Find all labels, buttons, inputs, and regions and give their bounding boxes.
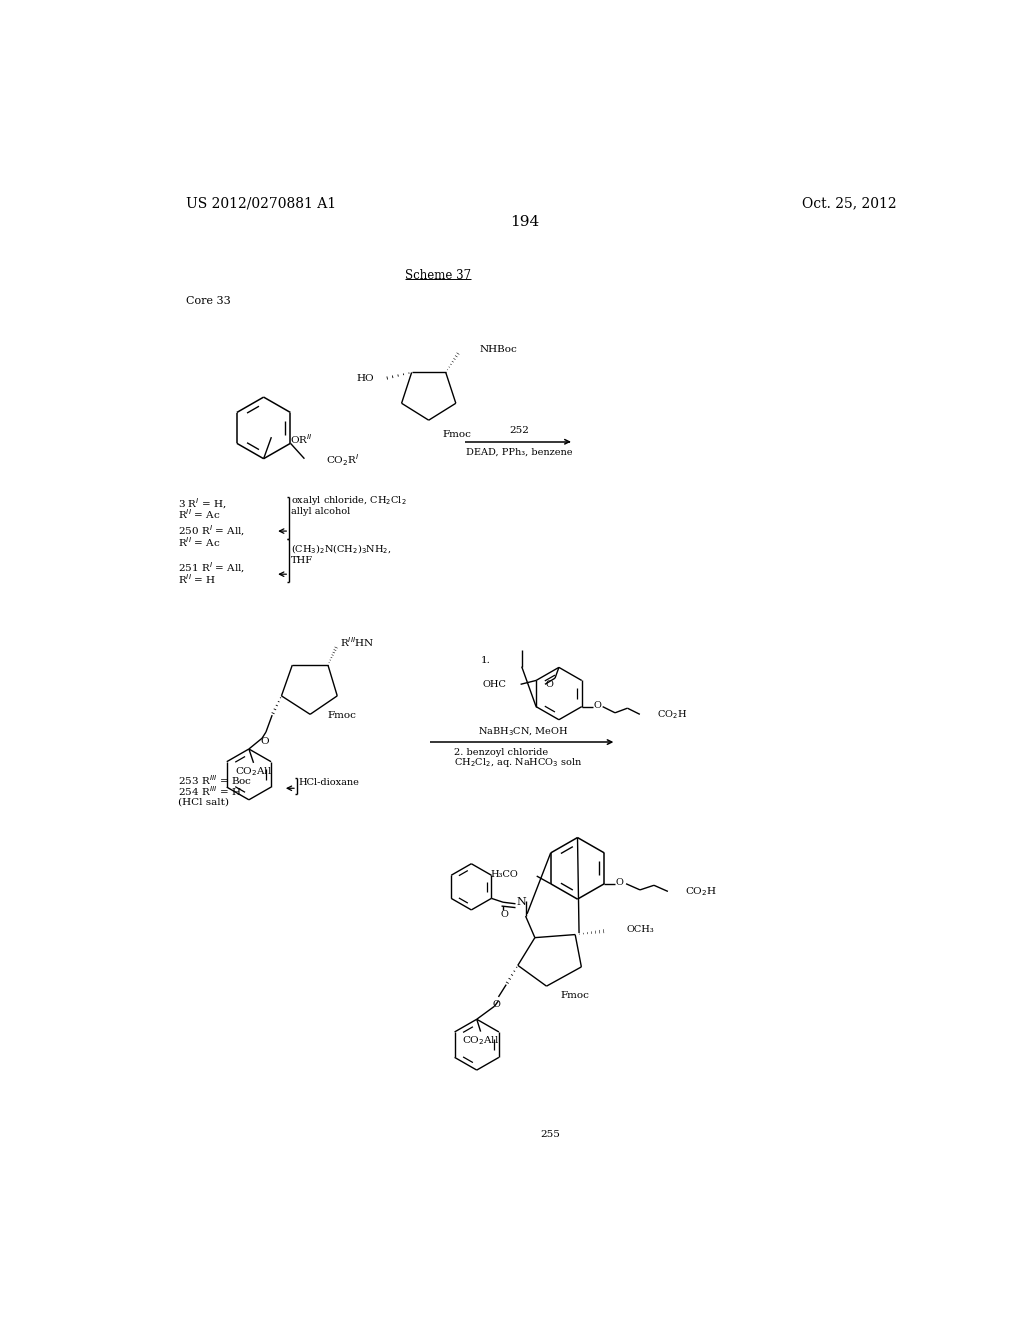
Text: 253 R$^{III}$ = Boc: 253 R$^{III}$ = Boc: [178, 774, 253, 788]
Text: THF: THF: [291, 556, 313, 565]
Text: R$^{II}$ = H: R$^{II}$ = H: [178, 572, 217, 586]
Text: allyl alcohol: allyl alcohol: [291, 507, 350, 516]
Text: US 2012/0270881 A1: US 2012/0270881 A1: [186, 197, 336, 210]
Text: 3 R$^I$ = H,: 3 R$^I$ = H,: [178, 496, 227, 511]
Text: oxalyl chloride, CH$_2$Cl$_2$: oxalyl chloride, CH$_2$Cl$_2$: [291, 494, 407, 507]
Text: HCl-dioxane: HCl-dioxane: [299, 777, 359, 787]
Text: OCH₃: OCH₃: [627, 925, 654, 933]
Text: 254 R$^{III}$ = H: 254 R$^{III}$ = H: [178, 784, 242, 799]
Text: NaBH$_3$CN, MeOH: NaBH$_3$CN, MeOH: [478, 725, 568, 738]
Text: CH$_2$Cl$_2$, aq. NaHCO$_3$ soln: CH$_2$Cl$_2$, aq. NaHCO$_3$ soln: [454, 755, 583, 768]
Text: H₃CO: H₃CO: [490, 870, 518, 879]
Text: CO$_2$H: CO$_2$H: [685, 884, 717, 898]
Text: Core 33: Core 33: [186, 296, 230, 306]
Text: R$^{III}$HN: R$^{III}$HN: [340, 635, 375, 649]
Text: 1.: 1.: [480, 656, 490, 665]
Text: 250 R$^I$ = All,: 250 R$^I$ = All,: [178, 524, 246, 539]
Text: O: O: [260, 737, 268, 746]
Text: CO$_2$H: CO$_2$H: [656, 708, 687, 721]
Text: 251 R$^I$ = All,: 251 R$^I$ = All,: [178, 561, 246, 576]
Text: R$^{II}$ = Ac: R$^{II}$ = Ac: [178, 535, 221, 549]
Text: 194: 194: [510, 215, 540, 228]
Text: OHC: OHC: [482, 680, 507, 689]
Text: O: O: [493, 1001, 500, 1008]
Text: (CH$_3$)$_2$N(CH$_2$)$_3$NH$_2$,: (CH$_3$)$_2$N(CH$_2$)$_3$NH$_2$,: [291, 543, 391, 556]
Text: O: O: [615, 879, 624, 887]
Text: CO$_2$R$^I$: CO$_2$R$^I$: [326, 453, 359, 469]
Text: NHBoc: NHBoc: [480, 345, 517, 354]
Text: O: O: [593, 701, 601, 710]
Text: O: O: [546, 680, 554, 689]
Text: O: O: [501, 909, 509, 919]
Text: Fmoc: Fmoc: [328, 711, 356, 721]
Text: 255: 255: [541, 1130, 560, 1139]
Text: OR$^{II}$: OR$^{II}$: [290, 432, 312, 446]
Text: CO$_2$All: CO$_2$All: [234, 766, 272, 779]
Text: R$^{II}$ = Ac: R$^{II}$ = Ac: [178, 507, 221, 521]
Text: Fmoc: Fmoc: [442, 429, 471, 438]
Text: Scheme 37: Scheme 37: [404, 269, 471, 282]
Text: DEAD, PPh₃, benzene: DEAD, PPh₃, benzene: [466, 447, 572, 457]
Text: CO$_2$All: CO$_2$All: [462, 1035, 500, 1047]
Text: N: N: [517, 898, 526, 907]
Text: Fmoc: Fmoc: [560, 991, 590, 999]
Text: Oct. 25, 2012: Oct. 25, 2012: [802, 197, 897, 210]
Text: (HCl salt): (HCl salt): [178, 797, 229, 807]
Text: HO: HO: [356, 374, 374, 383]
Text: 2. benzoyl chloride: 2. benzoyl chloride: [454, 747, 548, 756]
Text: 252: 252: [509, 426, 529, 434]
